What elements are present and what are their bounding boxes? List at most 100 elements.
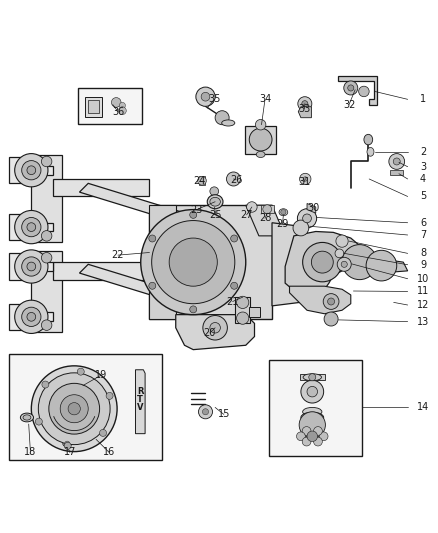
Circle shape bbox=[226, 172, 240, 186]
Ellipse shape bbox=[256, 151, 265, 158]
Circle shape bbox=[68, 402, 80, 415]
Polygon shape bbox=[260, 205, 273, 213]
Circle shape bbox=[358, 86, 368, 96]
Text: 18: 18 bbox=[24, 448, 36, 457]
Polygon shape bbox=[135, 370, 145, 434]
Circle shape bbox=[14, 250, 48, 283]
Circle shape bbox=[42, 381, 49, 388]
Circle shape bbox=[198, 405, 212, 419]
Circle shape bbox=[99, 430, 106, 437]
Circle shape bbox=[347, 85, 353, 91]
Circle shape bbox=[118, 107, 126, 115]
Circle shape bbox=[148, 282, 155, 289]
Polygon shape bbox=[299, 374, 324, 380]
Text: 6: 6 bbox=[419, 218, 425, 228]
Circle shape bbox=[27, 312, 35, 321]
Text: 10: 10 bbox=[416, 274, 428, 284]
Circle shape bbox=[297, 96, 311, 111]
Circle shape bbox=[301, 101, 307, 107]
Circle shape bbox=[302, 243, 341, 282]
Text: 5: 5 bbox=[419, 191, 425, 201]
Circle shape bbox=[301, 437, 310, 446]
Bar bbox=[88, 100, 99, 114]
Text: 14: 14 bbox=[416, 402, 428, 413]
Circle shape bbox=[27, 262, 35, 271]
Circle shape bbox=[302, 177, 307, 181]
Circle shape bbox=[14, 300, 48, 334]
Circle shape bbox=[38, 373, 110, 445]
Circle shape bbox=[27, 223, 35, 231]
Text: 13: 13 bbox=[416, 317, 428, 327]
Circle shape bbox=[255, 119, 265, 130]
Circle shape bbox=[296, 432, 304, 441]
Text: 33: 33 bbox=[297, 104, 310, 114]
Circle shape bbox=[21, 217, 41, 237]
Circle shape bbox=[151, 221, 234, 304]
Circle shape bbox=[343, 81, 357, 95]
Text: 9: 9 bbox=[419, 260, 425, 270]
Circle shape bbox=[236, 312, 248, 324]
Ellipse shape bbox=[300, 412, 323, 423]
Ellipse shape bbox=[63, 441, 71, 447]
Text: T: T bbox=[137, 395, 143, 404]
Text: 2: 2 bbox=[419, 147, 425, 157]
Circle shape bbox=[41, 231, 52, 241]
Circle shape bbox=[169, 238, 217, 286]
Circle shape bbox=[27, 166, 35, 175]
Ellipse shape bbox=[279, 209, 287, 216]
Circle shape bbox=[306, 431, 317, 441]
Circle shape bbox=[119, 102, 125, 109]
Polygon shape bbox=[10, 214, 53, 240]
Text: 28: 28 bbox=[258, 213, 271, 223]
Bar bbox=[269, 360, 361, 456]
Text: 36: 36 bbox=[112, 107, 124, 117]
Circle shape bbox=[14, 211, 48, 244]
Circle shape bbox=[249, 128, 272, 151]
Ellipse shape bbox=[23, 415, 31, 420]
Circle shape bbox=[300, 380, 323, 403]
Text: 26: 26 bbox=[230, 175, 242, 185]
Text: 25: 25 bbox=[209, 210, 222, 220]
Text: 17: 17 bbox=[64, 448, 76, 457]
Circle shape bbox=[365, 251, 396, 281]
Circle shape bbox=[21, 160, 41, 180]
Text: 23: 23 bbox=[190, 205, 202, 215]
Text: 1: 1 bbox=[419, 94, 425, 104]
Text: 3: 3 bbox=[419, 161, 425, 172]
Circle shape bbox=[323, 312, 337, 326]
Circle shape bbox=[311, 251, 332, 273]
Circle shape bbox=[201, 92, 209, 101]
Polygon shape bbox=[249, 307, 259, 317]
Circle shape bbox=[341, 245, 376, 280]
Polygon shape bbox=[149, 205, 272, 319]
Polygon shape bbox=[235, 297, 250, 324]
Text: 12: 12 bbox=[416, 300, 428, 310]
Polygon shape bbox=[31, 251, 62, 332]
Circle shape bbox=[298, 412, 325, 438]
Circle shape bbox=[301, 426, 310, 435]
Circle shape bbox=[141, 209, 245, 314]
Polygon shape bbox=[306, 204, 315, 213]
Circle shape bbox=[189, 306, 196, 313]
Circle shape bbox=[299, 173, 310, 184]
Circle shape bbox=[106, 392, 113, 399]
Polygon shape bbox=[244, 126, 276, 154]
Circle shape bbox=[297, 209, 316, 228]
Circle shape bbox=[335, 235, 347, 247]
Circle shape bbox=[202, 409, 208, 415]
Polygon shape bbox=[289, 286, 350, 314]
Circle shape bbox=[77, 368, 84, 375]
Circle shape bbox=[41, 320, 52, 330]
Circle shape bbox=[334, 249, 343, 258]
Text: 31: 31 bbox=[297, 176, 310, 187]
Circle shape bbox=[35, 418, 42, 425]
Circle shape bbox=[14, 154, 48, 187]
Circle shape bbox=[209, 322, 220, 333]
Text: V: V bbox=[137, 403, 143, 412]
Circle shape bbox=[21, 257, 41, 276]
Polygon shape bbox=[341, 253, 407, 275]
Circle shape bbox=[246, 201, 257, 212]
Ellipse shape bbox=[363, 134, 372, 145]
Text: 16: 16 bbox=[103, 448, 115, 457]
Text: R: R bbox=[137, 387, 143, 396]
